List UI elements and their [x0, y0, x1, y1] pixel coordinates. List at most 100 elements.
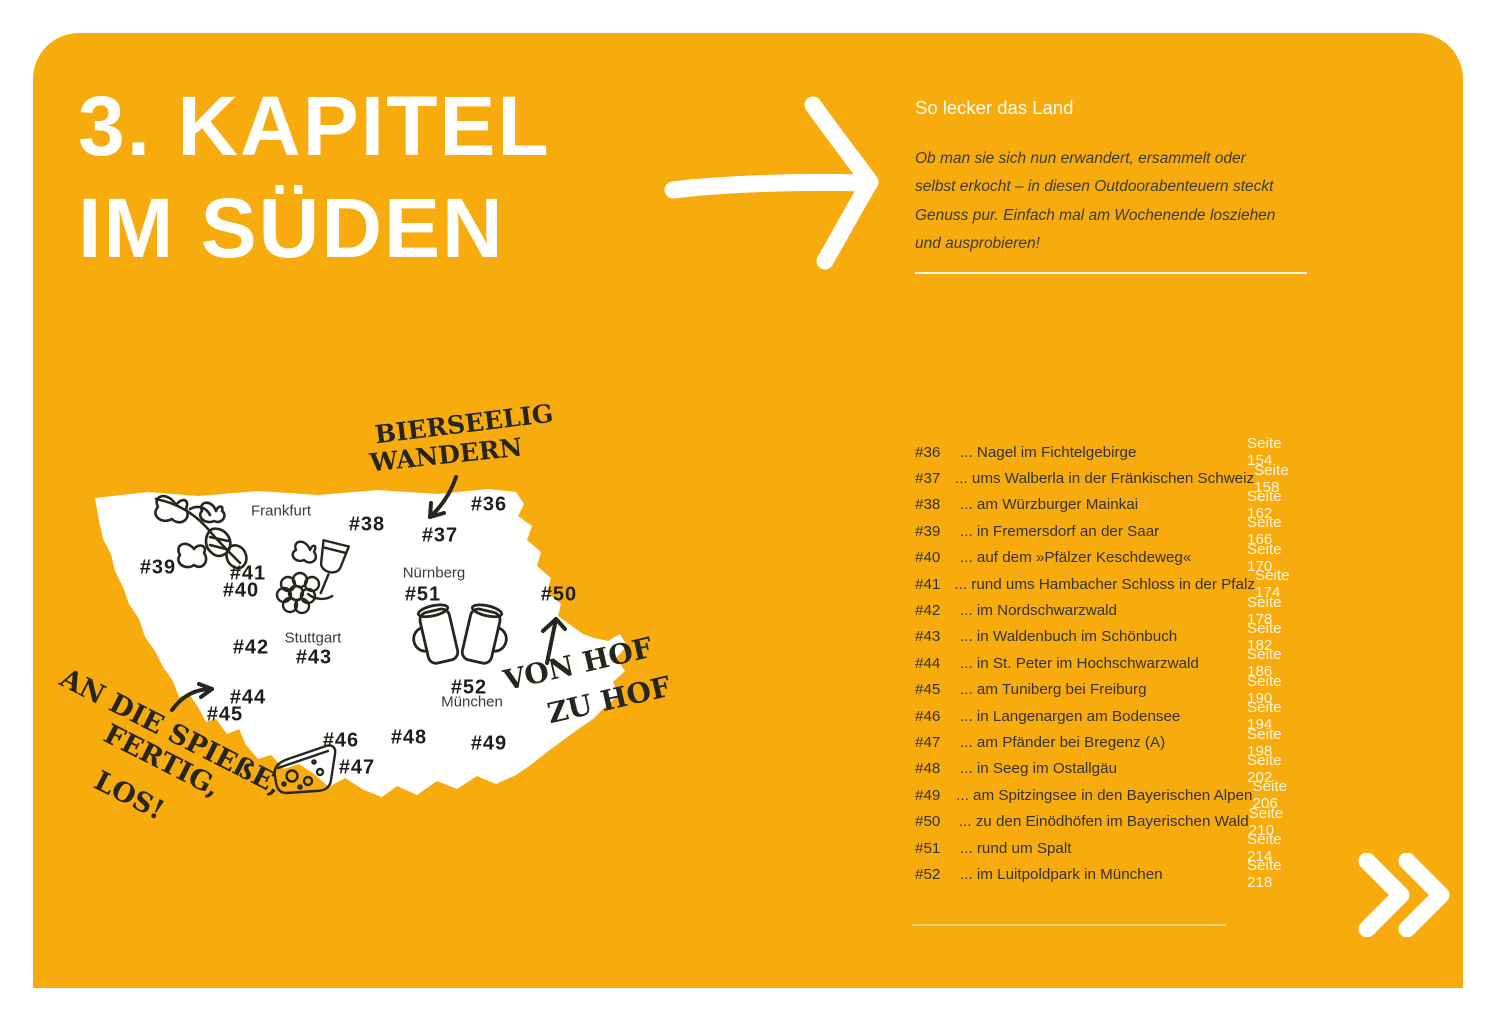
- toc-entry-page: Seite 214: [1247, 831, 1282, 866]
- toc-row: #45 ... am Tuniberg bei Freiburg Seite 190: [915, 673, 1311, 707]
- hop-vine-doodle-icon: [154, 494, 248, 570]
- toc-entry-title: ... zu den Einödhöfen im Bayerischen Wal…: [958, 813, 1249, 831]
- annotation-arrow-right-icon: [170, 682, 214, 712]
- toc-entry-number: #46: [915, 707, 941, 725]
- map-southern-germany-shape: [95, 489, 627, 797]
- toc-entry-number: #38: [915, 496, 941, 514]
- toc-entry-title: ... im Luitpoldpark in München: [960, 865, 1163, 883]
- toc-entry-page: Seite 206: [1252, 778, 1288, 813]
- toc-entry-number: #51: [915, 839, 941, 857]
- toc-row: #44 ... in St. Peter im Hochschwarzwald Se…: [915, 646, 1311, 680]
- intro-line: selbst erkocht – in diesen Outdoorabente…: [915, 178, 1274, 196]
- toc-entry-page: Seite 154: [1247, 435, 1282, 470]
- wine-grapes-doodle-icon: [275, 539, 351, 615]
- toc-entry-title: ... am Pfänder bei Bregenz (A): [960, 733, 1166, 751]
- intro-line: Ob man sie sich nun erwandert, ersammelt…: [915, 150, 1246, 167]
- map-marker: #50: [540, 583, 578, 606]
- toc-row: #46 ... in Langenargen am Bodensee Seite 1…: [915, 699, 1311, 733]
- toc-entry-page: Seite 178: [1247, 593, 1282, 628]
- toc-entry-title: ... im Nordschwarzwald: [960, 602, 1117, 620]
- map-marker: #40: [222, 579, 260, 602]
- toc-entry-page: Seite 170: [1247, 540, 1282, 575]
- big-right-arrow-icon: [664, 96, 879, 270]
- toc-entry-title: ... rund ums Hambacher Schloss in der Pf…: [954, 575, 1255, 593]
- toc-row: #49 ... am Spitzingsee in den Bayerischen…: [915, 778, 1311, 812]
- toc-entry-page: Seite 162: [1247, 487, 1282, 522]
- toc-entry-number: #43: [915, 628, 941, 646]
- toc-entry-page: Seite 158: [1254, 461, 1289, 496]
- map-marker: #52: [450, 676, 488, 699]
- chapter-title: 3. KAPITEL IM SÜDEN: [78, 75, 551, 279]
- toc-row: #39 ... in Fremersdorf an der Saar Seite 1…: [915, 514, 1311, 548]
- annotation-arrow-up-icon: [541, 617, 567, 665]
- toc-entry-page: Seite 202: [1247, 751, 1282, 786]
- intro-divider: [915, 272, 1307, 274]
- intro-paragraph: Ob man sie sich nun erwandert, ersammelt…: [915, 145, 1275, 259]
- beer-mugs-doodle-icon: [412, 603, 508, 665]
- toc-entry-page: Seite 190: [1247, 672, 1282, 707]
- toc-entry-title: ... in Seeg im Ostallgäu: [960, 760, 1118, 778]
- cheese-doodle-icon: [273, 744, 337, 795]
- map-city-label: Nürnberg: [402, 564, 466, 582]
- toc-entry-title: ... Nagel im Fichtelgebirge: [960, 443, 1137, 461]
- map-city-label: Frankfurt: [250, 502, 312, 520]
- map-marker: #51: [404, 583, 442, 606]
- toc-entry-page: Seite 194: [1247, 699, 1282, 734]
- map-marker: #49: [470, 732, 508, 755]
- toc-entry-title: ... auf dem »Pfälzer Keschdeweg«: [960, 549, 1192, 567]
- map-city-label: München: [441, 693, 503, 711]
- next-chevrons-icon: [1358, 853, 1450, 937]
- toc-entry-number: #52: [915, 865, 941, 883]
- toc-row: #52 ... im Luitpoldpark in München Seite 2…: [915, 857, 1311, 891]
- map-marker: #43: [295, 646, 333, 669]
- intro-line: und ausprobieren!: [915, 235, 1040, 253]
- intro-heading: So lecker das Land: [915, 97, 1074, 118]
- toc-entry-title: ... rund um Spalt: [960, 839, 1072, 857]
- toc-row: #36 ... Nagel im Fichtelgebirge Seite 154: [915, 435, 1311, 469]
- toc-entry-number: #50: [915, 813, 941, 831]
- toc-row: #42 ... im Nordschwarzwald Seite 178: [915, 594, 1311, 628]
- toc-entry-title: ... in St. Peter im Hochschwarzwald: [960, 654, 1199, 672]
- toc-entry-number: #45: [915, 681, 941, 699]
- toc-entry-title: ... in Waldenbuch im Schönbuch: [960, 628, 1178, 646]
- map-marker: #37: [421, 524, 459, 547]
- toc-entry-number: #39: [915, 522, 941, 540]
- toc-entry-page: Seite 174: [1254, 567, 1290, 602]
- map-marker: #36: [470, 493, 508, 516]
- toc-entry-title: ... in Langenargen am Bodensee: [960, 707, 1181, 725]
- toc-row: #38 ... am Würzburger Mainkai Seite 162: [915, 488, 1311, 522]
- map-marker: #39: [139, 556, 177, 579]
- toc-entry-page: Seite 198: [1247, 725, 1282, 760]
- chapter-title-line2: IM SÜDEN: [78, 181, 505, 275]
- toc-entry-title: ... am Würzburger Mainkai: [960, 496, 1139, 514]
- toc-bottom-divider: [912, 924, 1226, 926]
- toc-entry-page: Seite 182: [1247, 619, 1282, 654]
- map-marker: #38: [348, 513, 386, 536]
- toc-entry-title: ... ums Walberla in der Fränkischen Schw…: [955, 470, 1255, 488]
- map-marker: #46: [322, 729, 360, 752]
- toc-entry-number: #37: [915, 470, 941, 488]
- chapter-card: 3. KAPITEL IM SÜDEN So lecker das Land O…: [33, 33, 1463, 988]
- toc-entry-number: #42: [915, 602, 941, 620]
- toc-entry-page: Seite 210: [1248, 804, 1284, 839]
- toc-row: #41 ... rund ums Hambacher Schloss in der…: [915, 567, 1311, 601]
- toc-entry-number: #36: [915, 443, 941, 461]
- toc-row: #40 ... auf dem »Pfälzer Keschdeweg« Seite…: [915, 541, 1311, 575]
- annotation-arrow-down-icon: [428, 475, 458, 519]
- map-city-label: Stuttgart: [284, 629, 342, 647]
- map-marker: #41: [229, 562, 267, 585]
- toc-row: #48 ... in Seeg im Ostallgäu Seite 202: [915, 752, 1311, 786]
- chapter-title-line1: 3. KAPITEL: [78, 79, 551, 173]
- toc-entry-number: #48: [915, 760, 941, 778]
- toc-row: #43 ... in Waldenbuch im Schönbuch Seite 1…: [915, 620, 1311, 654]
- toc-entry-page: Seite 218: [1247, 857, 1282, 892]
- toc-entry-number: #41: [915, 575, 941, 593]
- toc-entry-number: #49: [915, 786, 941, 804]
- toc-entry-page: Seite 166: [1247, 514, 1282, 549]
- toc-row: #47 ... am Pfänder bei Bregenz (A) Seite 1…: [915, 726, 1311, 760]
- toc-entry-title: ... in Fremersdorf an der Saar: [960, 522, 1160, 540]
- toc-entry-page: Seite 186: [1247, 646, 1282, 681]
- map-marker: #45: [206, 703, 244, 726]
- toc-row: #51 ... rund um Spalt Seite 214: [915, 831, 1311, 865]
- toc-entry-number: #40: [915, 549, 941, 567]
